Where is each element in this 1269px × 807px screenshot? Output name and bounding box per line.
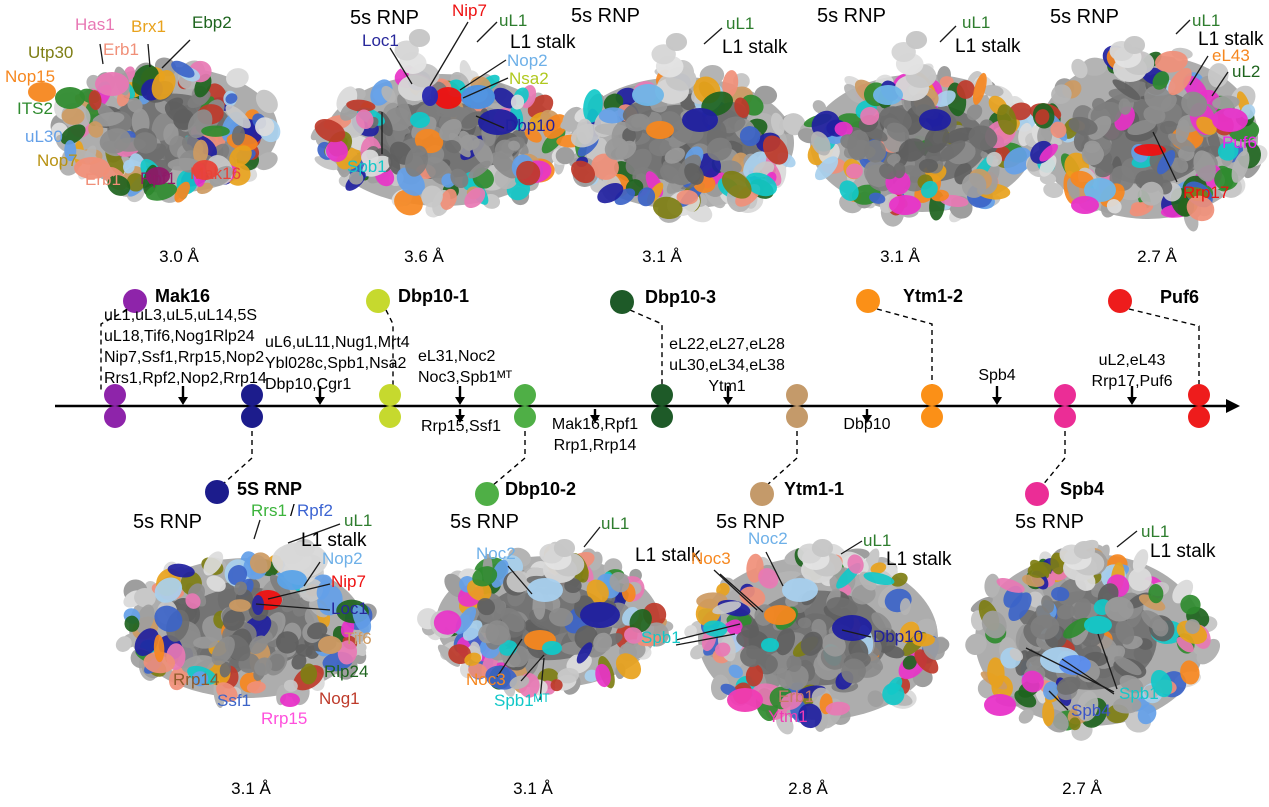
gain-arrowhead (1127, 397, 1137, 405)
leader-line (939, 25, 957, 43)
leader-line (1189, 55, 1209, 86)
timeline-dot-above (514, 384, 536, 406)
leader-line (496, 638, 523, 678)
leader-line (1116, 530, 1138, 548)
callout-connector (765, 422, 798, 487)
timeline-dot-above (104, 384, 126, 406)
leader-line (1175, 19, 1191, 35)
leader-line (1097, 633, 1118, 690)
leader-line (161, 39, 191, 69)
state-callout-dot (1025, 482, 1049, 506)
state-callout-dot (750, 482, 774, 506)
leader-line (267, 583, 331, 600)
timeline-dot-above (651, 384, 673, 406)
leader-line (841, 629, 872, 638)
callout-connector (629, 309, 663, 388)
leader-line (1061, 658, 1115, 695)
leader-line (1211, 71, 1229, 97)
leader-line (147, 43, 151, 68)
callout-connector (385, 309, 394, 390)
particle-dbp10-1 (310, 21, 573, 218)
leader-line (287, 523, 341, 544)
particle-ytm1-1 (675, 539, 950, 735)
loss-arrowhead (455, 415, 465, 423)
timeline-dot-below (104, 406, 126, 428)
callout-connector (1041, 422, 1066, 487)
leader-line (703, 27, 723, 45)
state-callout-dot (610, 290, 634, 314)
timeline (55, 289, 1240, 506)
timeline-dot-below (651, 406, 673, 428)
leader-line (675, 633, 736, 646)
gain-arrowhead (992, 397, 1002, 405)
leader-line (583, 526, 601, 548)
callout-connector (1128, 308, 1200, 388)
particle-dbp10-2 (417, 526, 674, 701)
leader-line (475, 115, 505, 129)
timeline-arrowhead (1226, 399, 1240, 413)
leader-line (719, 573, 764, 613)
gain-arrowhead (315, 397, 325, 405)
state-callout-dot (475, 482, 499, 506)
callout-connector (221, 422, 253, 486)
state-callout-dot (856, 289, 880, 313)
leader-line (99, 43, 104, 65)
timeline-dot-above (921, 384, 943, 406)
timeline-dot-below (379, 406, 401, 428)
leader-line (1152, 131, 1178, 183)
particle-dbp10-3 (555, 27, 806, 223)
particle-5s-rnp (115, 519, 377, 708)
timeline-dot-below (1188, 406, 1210, 428)
leader-line (459, 59, 507, 91)
timeline-dot-below (1054, 406, 1076, 428)
leader-line (765, 551, 784, 587)
leader-line (1048, 690, 1069, 711)
leader-line (507, 565, 533, 595)
timeline-dot-above (1054, 384, 1076, 406)
callout-connector (491, 422, 526, 487)
gain-arrowhead (178, 397, 188, 405)
leader-line (539, 657, 545, 701)
state-callout-dot (366, 289, 390, 313)
callout-connector (876, 308, 933, 388)
timeline-dot-below (786, 406, 808, 428)
timeline-dot-above (1188, 384, 1210, 406)
loss-arrowhead (590, 415, 600, 423)
state-callout-dot (123, 289, 147, 313)
leader-line (462, 77, 509, 99)
leader-line (675, 623, 741, 641)
gain-arrowhead (723, 397, 733, 405)
leader-line (713, 569, 758, 611)
particle-ytm1-2 (797, 25, 1047, 227)
state-callout-dot (205, 480, 229, 504)
leader-line (253, 519, 261, 540)
callout-connector (100, 309, 128, 390)
leader-line (840, 540, 863, 555)
leader-line (255, 603, 331, 611)
timeline-dot-above (379, 384, 401, 406)
state-callout-dot (1108, 289, 1132, 313)
leader-line (303, 561, 321, 587)
timeline-dot-above (786, 384, 808, 406)
gain-arrowhead (455, 397, 465, 405)
timeline-dot-above (241, 384, 263, 406)
timeline-dot-below (514, 406, 536, 428)
timeline-dot-below (921, 406, 943, 428)
leader-line (476, 21, 498, 43)
loss-arrowhead (862, 415, 872, 423)
timeline-dot-below (241, 406, 263, 428)
particle-mak16 (28, 39, 281, 203)
particle-spb4 (965, 530, 1221, 741)
leader-line (429, 21, 469, 87)
particle-puf6 (1025, 19, 1268, 232)
leader-line (389, 47, 413, 85)
leader-line (520, 654, 545, 682)
